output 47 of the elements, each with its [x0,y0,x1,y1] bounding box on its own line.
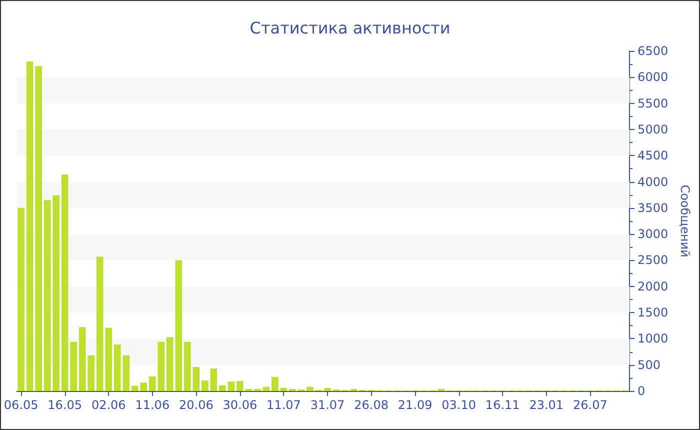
y-tick-label: 6500 [638,44,668,58]
bar [262,386,270,391]
y-tick-label: 1500 [638,306,668,320]
x-tick-label: 06.05 [4,398,38,412]
bar [228,382,235,391]
y-tick-label: 5000 [638,122,668,136]
y-tick-label: 500 [638,358,660,372]
bar [236,381,244,391]
bar [35,66,42,391]
bar [26,61,34,391]
x-tick-label: 20.06 [178,398,214,412]
y-tick-label: 3500 [638,200,668,215]
y-tick-label: 6000 [638,70,668,84]
x-tick-label: 11.07 [266,398,301,412]
x-tick-label: 26.08 [354,398,388,412]
y-tick-label: 1000 [638,332,668,346]
y-axis-title: Сообщений [678,184,692,258]
x-tick-label: 02.06 [91,398,126,412]
x-tick-label: 31.07 [310,398,345,412]
y-tick-label: 2500 [638,253,668,268]
y-tick-label: 5500 [638,96,668,110]
bar [219,385,226,391]
x-tick-label: 23.01 [529,398,564,412]
x-tick-label: 16.11 [485,398,520,412]
bar [44,200,51,391]
bar [52,195,60,391]
bar [272,376,278,391]
bar [210,368,218,391]
y-tick-label: 3000 [638,227,668,242]
x-tick-label: 26.07 [572,398,608,412]
y-tick-label: 0 [638,384,646,398]
chart-title: Статистика активности [250,18,450,38]
x-tick-label: 16.05 [48,398,82,412]
y-tick-label: 4000 [638,174,668,189]
x-tick-label: 30.06 [222,398,258,412]
bar [192,366,200,391]
bar [18,208,24,391]
x-tick-label: 21.09 [398,398,432,412]
bar [184,342,191,391]
y-tick-label: 2000 [638,279,668,294]
y-tick-label: 4500 [638,148,668,163]
bar [306,386,314,391]
bar [202,380,208,391]
x-tick-label: 03.10 [442,398,476,412]
bar [324,388,331,391]
x-tick-label: 11.06 [135,398,170,412]
bar [280,388,288,391]
